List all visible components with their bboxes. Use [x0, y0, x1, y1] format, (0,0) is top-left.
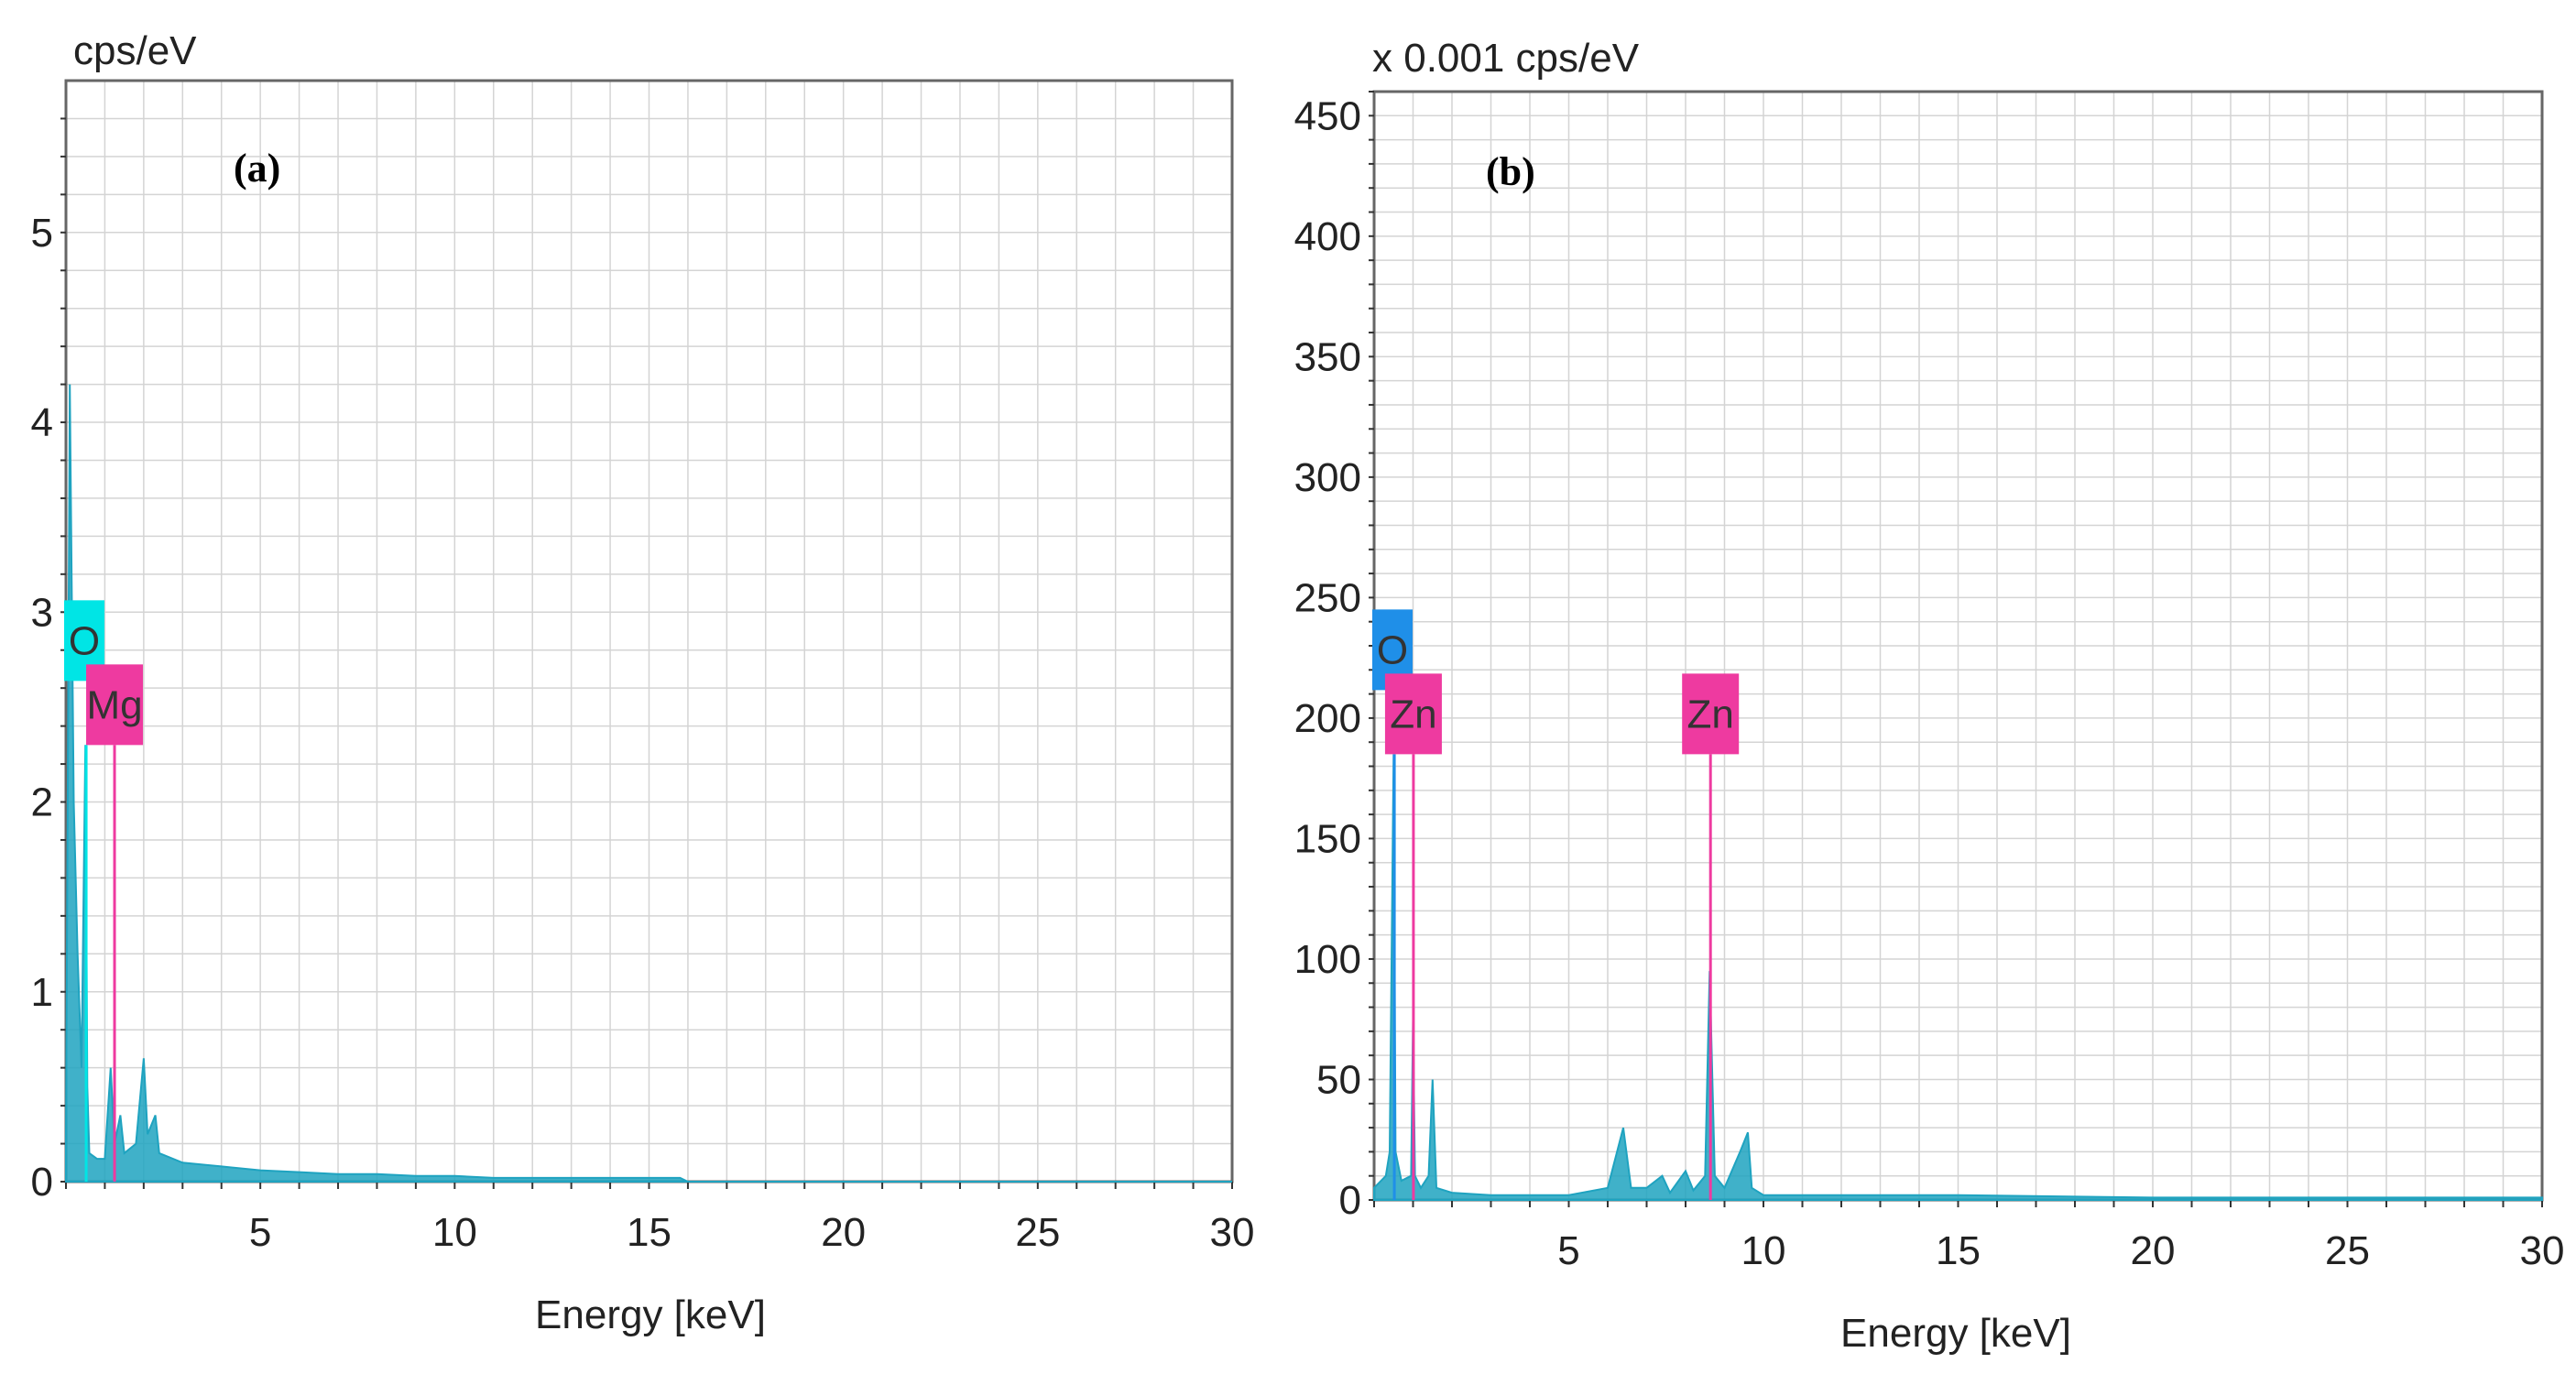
panel-b-y-tick-label: 100 — [1294, 937, 1361, 982]
panel-a-y-tick-label: 3 — [31, 590, 53, 635]
panel-b-x-tick-label: 25 — [2325, 1228, 2370, 1273]
panel-a-y-tick-label: 1 — [31, 970, 53, 1015]
panel-b-y-tick-label: 400 — [1294, 214, 1361, 259]
panel-b-marker-label-zn-1: Zn — [1390, 692, 1436, 736]
panel-b-x-tick-label: 5 — [1557, 1228, 1579, 1273]
panel-b-y-tick-label: 0 — [1339, 1178, 1361, 1223]
panel-a-y-tick-label: 2 — [31, 780, 53, 825]
panel-b-y-tick-label: 150 — [1294, 816, 1361, 861]
panel-b-marker-box-zn-2 — [1682, 673, 1740, 755]
panel-a-y-tick-label: 0 — [31, 1160, 53, 1205]
panel-b-y-tick-label: 50 — [1316, 1057, 1361, 1102]
panel-b-y-tick-label: 450 — [1294, 93, 1361, 138]
panel-a-x-tick-label: 10 — [432, 1210, 477, 1255]
panel-b-marker-label-o-0: O — [1377, 627, 1408, 672]
panel-b-y-tick-label: 200 — [1294, 696, 1361, 741]
panel-b-y-tick-label: 250 — [1294, 575, 1361, 620]
panel-b-label: (b) — [1486, 149, 1535, 194]
panel-b-x-tick-label: 15 — [1936, 1228, 1981, 1273]
panel-a-x-tick-label: 30 — [1210, 1210, 1255, 1255]
panel-a-unit-label: cps/eV — [73, 28, 197, 73]
panel-a-grid — [60, 79, 1234, 1189]
panel-b-x-tick-label: 20 — [2131, 1228, 2176, 1273]
panel-b-marker-box-zn-1 — [1384, 673, 1442, 755]
panel-b-x-axis-title: Energy [keV] — [1840, 1311, 2071, 1356]
panel-a-label: (a) — [234, 146, 280, 191]
panel-a-x-tick-label: 5 — [249, 1210, 271, 1255]
panel-b-x-tick-label: 30 — [2520, 1228, 2565, 1273]
panel-a-x-tick-label: 15 — [627, 1210, 671, 1255]
panel-a-marker-label-mg-1: Mg — [86, 682, 142, 727]
panel-b-grid — [1369, 90, 2544, 1207]
panel-b-y-tick-label: 300 — [1294, 455, 1361, 500]
panel-a-x-axis-title: Energy [keV] — [535, 1292, 766, 1337]
panel-a-x-tick-label: 20 — [821, 1210, 866, 1255]
panel-a-marker-box-mg-1 — [86, 664, 144, 746]
panel-b-spectrum-area — [1373, 754, 2543, 1201]
panel-a-y-tick-label: 5 — [31, 211, 53, 256]
eds-spectrum-panel-b: x 0.001 cps/eV (b) Energy [keV] O Zn Zn 5 10… — [1294, 36, 2565, 1356]
panel-a-y-tick-label: 4 — [31, 400, 53, 445]
panel-b-marker-label-zn-2: Zn — [1687, 692, 1734, 736]
panel-b-x-tick-label: 10 — [1741, 1228, 1786, 1273]
panel-b-unit-label: x 0.001 cps/eV — [1372, 36, 1640, 81]
panel-a-x-tick-label: 25 — [1015, 1210, 1060, 1255]
panel-a-marker-label-o-0: O — [69, 618, 100, 663]
panel-b-y-tick-label: 350 — [1294, 334, 1361, 379]
panel-a-spectrum-area — [65, 384, 1232, 1183]
